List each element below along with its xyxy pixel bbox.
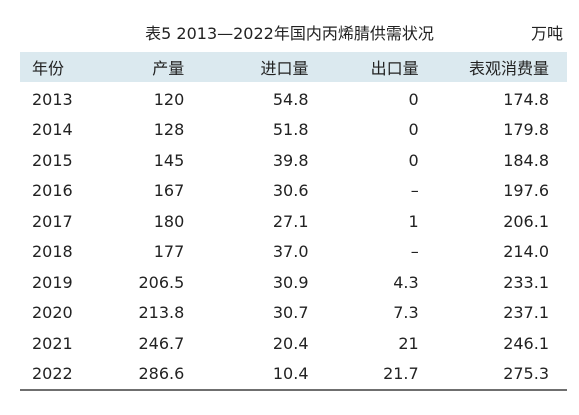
year-cell: 2020 bbox=[32, 303, 73, 323]
import-cell: 27.1 bbox=[272, 211, 309, 231]
output-cell: 145 bbox=[153, 150, 185, 170]
table-row: 2022 286.6 10.4 21.7 275.3 bbox=[20, 358, 567, 391]
year-cell: 2015 bbox=[32, 150, 73, 170]
year-cell: 2014 bbox=[32, 120, 73, 140]
consumption-cell: 237.1 bbox=[503, 303, 549, 323]
import-cell: 54.8 bbox=[272, 89, 309, 109]
header-year: 年份 bbox=[32, 59, 65, 78]
supply-demand-table: 年份 产量 进口量 出口量 表观消费量 2013 120 54.8 0 174.8 201… bbox=[20, 52, 567, 391]
output-cell: 177 bbox=[153, 242, 185, 262]
table-caption: 表5 2013—2022年国内丙烯腈供需状况 万吨 bbox=[0, 22, 579, 46]
table-row: 2014 128 51.8 0 179.8 bbox=[20, 115, 567, 146]
export-cell: 1 bbox=[408, 211, 419, 231]
table-row: 2015 145 39.8 0 184.8 bbox=[20, 145, 567, 176]
import-cell: 30.7 bbox=[272, 303, 309, 323]
export-cell: 0 bbox=[408, 120, 419, 140]
import-cell: 37.0 bbox=[272, 242, 309, 262]
table-header-row: 年份 产量 进口量 出口量 表观消费量 bbox=[20, 52, 567, 82]
consumption-cell: 233.1 bbox=[503, 272, 549, 292]
import-cell: 20.4 bbox=[272, 333, 309, 353]
header-apparent-consumption: 表观消费量 bbox=[468, 59, 549, 78]
import-cell: 30.6 bbox=[272, 181, 309, 201]
output-cell: 246.7 bbox=[138, 333, 185, 353]
table-row: 2021 246.7 20.4 21 246.1 bbox=[20, 328, 567, 359]
export-cell: 4.3 bbox=[393, 272, 419, 292]
year-cell: 2013 bbox=[32, 89, 73, 109]
export-cell: 21.7 bbox=[308, 358, 419, 391]
output-cell: 213.8 bbox=[138, 303, 185, 323]
output-cell: 120 bbox=[153, 89, 185, 109]
table-unit: 万吨 bbox=[530, 24, 563, 43]
import-cell: 51.8 bbox=[272, 120, 309, 140]
consumption-cell: 206.1 bbox=[503, 211, 549, 231]
output-cell: 206.5 bbox=[138, 272, 185, 292]
output-cell: 128 bbox=[153, 120, 185, 140]
export-cell: 0 bbox=[408, 89, 419, 109]
year-cell: 2017 bbox=[32, 211, 73, 231]
output-cell: 286.6 bbox=[102, 358, 185, 391]
import-cell: 10.4 bbox=[184, 358, 309, 391]
consumption-cell: 184.8 bbox=[503, 150, 549, 170]
consumption-cell: 275.3 bbox=[418, 358, 567, 391]
consumption-cell: 246.1 bbox=[503, 333, 549, 353]
header-output: 产量 bbox=[152, 59, 185, 78]
table-row: 2017 180 27.1 1 206.1 bbox=[20, 206, 567, 237]
import-cell: 30.9 bbox=[272, 272, 309, 292]
header-import: 进口量 bbox=[260, 59, 309, 78]
consumption-cell: 214.0 bbox=[503, 242, 549, 262]
table-title: 表5 2013—2022年国内丙烯腈供需状况 bbox=[145, 24, 434, 43]
table-row: 2019 206.5 30.9 4.3 233.1 bbox=[20, 267, 567, 298]
consumption-cell: 197.6 bbox=[503, 181, 549, 201]
year-cell: 2022 bbox=[20, 358, 103, 391]
table-row: 2013 120 54.8 0 174.8 bbox=[20, 82, 567, 115]
consumption-cell: 179.8 bbox=[503, 120, 549, 140]
table-row: 2020 213.8 30.7 7.3 237.1 bbox=[20, 298, 567, 329]
output-cell: 167 bbox=[153, 181, 185, 201]
year-cell: 2018 bbox=[32, 242, 73, 262]
table-row: 2018 177 37.0 – 214.0 bbox=[20, 237, 567, 268]
consumption-cell: 174.8 bbox=[503, 89, 549, 109]
export-cell: 0 bbox=[408, 150, 419, 170]
import-cell: 39.8 bbox=[272, 150, 309, 170]
year-cell: 2019 bbox=[32, 272, 73, 292]
export-cell: – bbox=[410, 242, 419, 262]
export-cell: 21 bbox=[398, 333, 419, 353]
header-export: 出口量 bbox=[370, 59, 419, 78]
year-cell: 2021 bbox=[32, 333, 73, 353]
table-row: 2016 167 30.6 – 197.6 bbox=[20, 176, 567, 207]
output-cell: 180 bbox=[153, 211, 185, 231]
table-body: 2013 120 54.8 0 174.8 2014 128 51.8 0 179.8 2015 14… bbox=[20, 82, 567, 391]
year-cell: 2016 bbox=[32, 181, 73, 201]
export-cell: 7.3 bbox=[393, 303, 419, 323]
export-cell: – bbox=[410, 181, 419, 201]
